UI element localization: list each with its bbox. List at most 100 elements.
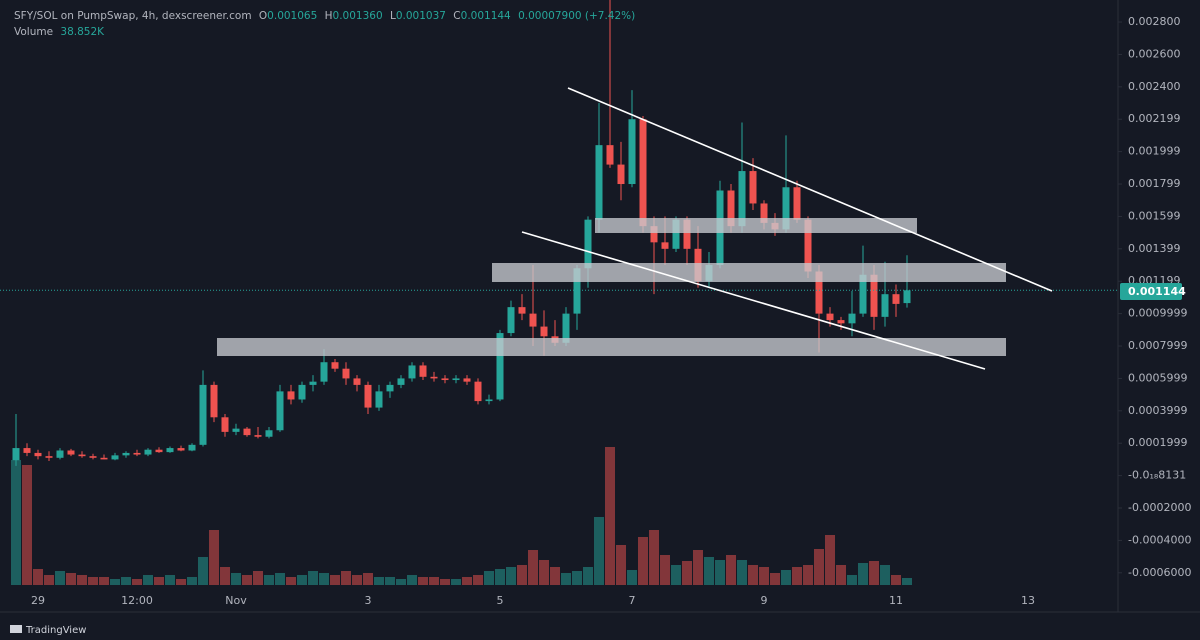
candle-body: [276, 391, 284, 431]
volume-bar: [517, 565, 527, 585]
volume-bar: [429, 577, 439, 585]
volume-bar: [55, 571, 65, 585]
volume-bar: [110, 579, 120, 585]
volume-bar: [352, 575, 362, 585]
volume-bar: [770, 573, 780, 585]
candle-body: [56, 450, 64, 458]
volume-bar: [77, 575, 87, 585]
candle-body: [595, 145, 603, 220]
volume-bar: [484, 571, 494, 585]
x-tick-label: 13: [1021, 594, 1035, 607]
candle-body: [760, 203, 768, 223]
ohlc-key: O: [259, 10, 267, 22]
candle-body: [210, 384, 218, 418]
candle-body: [892, 294, 900, 304]
candle-body: [78, 454, 86, 457]
candle-body: [408, 365, 416, 379]
candle-body: [727, 190, 735, 227]
trend-line: [521, 231, 986, 370]
candle-body: [562, 313, 570, 343]
candle-body: [804, 219, 812, 272]
volume-bar: [891, 575, 901, 585]
candle-body: [12, 448, 20, 461]
y-tick-label: 0.001799: [1128, 177, 1181, 190]
volume-bar: [869, 561, 879, 585]
volume-bar: [671, 565, 681, 585]
logo: TradingView: [10, 625, 86, 636]
candle-body: [848, 313, 856, 324]
volume-bar: [704, 557, 714, 585]
volume-bar: [638, 537, 648, 585]
volume-bar: [748, 565, 758, 585]
candle-body: [199, 384, 207, 445]
ohlc-value: 0.001144: [461, 10, 511, 22]
volume-bar: [253, 571, 263, 585]
volume-bar: [440, 579, 450, 585]
volume-bar: [209, 530, 219, 585]
volume-bar: [264, 575, 274, 585]
last-price-label: 0.001144: [1128, 285, 1186, 298]
y-tick-label: -0.0002000: [1128, 501, 1191, 514]
candle-body: [23, 448, 31, 453]
candle-body: [826, 313, 834, 321]
volume-bar: [495, 569, 505, 585]
logo-icon: [10, 625, 22, 633]
volume-bar: [418, 577, 428, 585]
candle-body: [793, 187, 801, 220]
volume-bar: [407, 575, 417, 585]
candle-body: [155, 449, 163, 453]
volume-bar: [880, 565, 890, 585]
volume-bar: [22, 465, 32, 585]
volume-bar: [594, 517, 604, 585]
candle-body: [485, 399, 493, 402]
candle-body: [111, 455, 119, 460]
volume-bar: [803, 565, 813, 585]
symbol: SFY/SOL on PumpSwap, 4h, dexscreener.com: [14, 10, 252, 22]
volume-bar: [605, 447, 615, 585]
volume-bar: [858, 563, 868, 585]
volume-bar: [341, 571, 351, 585]
volume-bar: [616, 545, 626, 585]
candle-body: [507, 307, 515, 334]
volume-bar: [198, 557, 208, 585]
volume-bar: [231, 573, 241, 585]
volume-bar: [550, 567, 560, 585]
candle-body: [243, 428, 251, 436]
volume-bar: [396, 579, 406, 585]
candle-body: [650, 226, 658, 243]
candle-body: [672, 219, 680, 249]
candle-body: [452, 378, 460, 381]
volume-bar: [462, 577, 472, 585]
candle-body: [815, 271, 823, 314]
trend-line: [567, 87, 1053, 292]
candle-body: [177, 448, 185, 451]
volume-bar: [275, 573, 285, 585]
x-tick-label: 3: [365, 594, 372, 607]
volume-bar: [781, 570, 791, 585]
candle-body: [430, 376, 438, 379]
x-tick-label: 9: [761, 594, 768, 607]
y-tick-label: 0.002800: [1128, 15, 1181, 28]
volume-bar: [286, 577, 296, 585]
y-tick-label: 0.002400: [1128, 80, 1181, 93]
volume-bar: [759, 567, 769, 585]
candle-body: [529, 313, 537, 327]
volume-bar: [308, 571, 318, 585]
candle-body: [122, 452, 130, 456]
x-tick-label: Nov: [225, 594, 247, 607]
candle-body: [287, 391, 295, 400]
candle-body: [254, 435, 262, 437]
y-tick-label: 0.0003999: [1128, 404, 1188, 417]
volume-bar: [44, 575, 54, 585]
candle-body: [496, 333, 504, 400]
zone: [217, 338, 1006, 356]
plot-area: [0, 0, 1118, 585]
x-tick-label: 11: [889, 594, 903, 607]
price-axis: 0.002800 0.002600 0.002400 0.002199 0.001999…: [0, 0, 1200, 613]
y-tick-label: 0.001399: [1128, 242, 1181, 255]
volume-bar: [66, 573, 76, 585]
volume-bar: [649, 530, 659, 585]
candle-body: [749, 171, 757, 204]
